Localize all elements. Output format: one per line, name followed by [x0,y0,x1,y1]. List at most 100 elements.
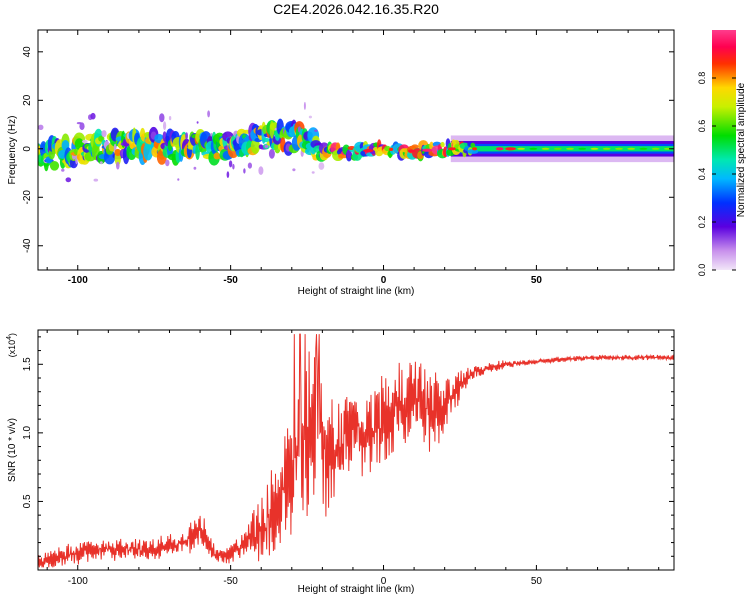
colorbar: 0.0 0.2 0.4 0.6 0.8 Normalized spectral ampl… [697,30,747,276]
spectrogram-hotspot [388,147,394,151]
spectrogram-halo [196,121,199,124]
spectrogram-streak [639,147,648,150]
spectrogram-halo [165,159,170,167]
snr-xlabel: Height of straight line (km) [298,584,415,595]
colorbar-gradient [712,30,736,270]
spectrogram-halo [318,162,325,170]
spectrogram-halo [79,122,85,130]
spectrogram-halo [207,110,211,118]
spectrogram-halo [193,166,197,170]
snr-content [38,333,674,568]
spectrogram-hotspot [363,149,374,153]
spectrogram-blob [250,138,260,154]
spectrogram-halo [243,168,246,174]
spectrogram-ytick-label: -40 [22,238,33,253]
spectrogram-halo [101,130,107,138]
spectrogram-halo [228,160,233,168]
spectrogram-halo [314,129,318,132]
spectrogram-halo [177,178,180,181]
spectrogram-halo [163,121,167,131]
colorbar-tick-label: 0.4 [697,168,707,181]
spectrogram-halo [116,161,120,170]
spectrogram-xtick-label: -100 [68,275,88,286]
snr-exponent-base: (x10 [7,340,17,358]
spectrogram-hotspot [408,149,416,153]
spectrogram-streak [578,147,587,150]
colorbar-tick-label: 0.0 [697,264,707,277]
spectrogram-halo [38,124,44,130]
spectrogram-hotspot [505,147,516,151]
spectrogram-halo [308,115,312,119]
spectrogram-xlabel: Height of straight line (km) [298,286,415,297]
spectrogram-halo [90,112,96,120]
figure-title: C2E4.2026.042.16.35.R20 [273,1,439,17]
spectrogram-panel: -100 -50 0 50 -40 -20 0 20 40 Height of straight… [7,29,675,297]
spectrogram-blob [49,161,60,171]
spectrogram-blob [262,138,271,143]
spectrogram-halo [268,148,275,159]
snr-xtick-label: 0 [381,576,387,587]
spectrogram-halo [303,101,306,110]
snr-exponent-close: ) [7,333,17,336]
spectrogram-ytick-label: 0 [22,146,33,152]
spectrogram-halo [93,178,99,182]
spectrogram-hotspot [472,147,477,151]
spectrogram-halo [65,177,72,183]
spectrogram-hotspot [495,147,504,151]
colorbar-tick-label: 0.8 [697,72,707,85]
spectrogram-blob [114,148,122,157]
spectrogram-streak [602,147,611,150]
spectrogram-halo [258,166,264,175]
svg-text:(x104): (x104) [6,333,17,357]
spectrogram-blob [346,149,352,159]
spectrogram-halo [210,132,213,137]
snr-ytick-label: 0.5 [22,494,33,508]
spectrogram-streak [553,147,562,150]
snr-series-line [38,333,674,568]
spectrogram-halo [185,132,189,140]
spectrogram-halo [292,168,296,172]
snr-frame [37,329,675,571]
spectrogram-xtick-label: -50 [223,275,238,286]
spectrogram-blob [470,142,476,148]
spectrogram-frame [37,29,675,271]
spectrogram-hotspot [448,147,456,151]
spectrogram-streak [529,147,538,150]
spectrogram-xtick-label: 0 [381,275,387,286]
spectrogram-streak [517,147,526,150]
spectrogram-halo [159,113,165,123]
snr-xtick-label: -50 [223,576,238,587]
snr-ylabel: SNR (10 * v/v) [7,418,18,482]
spectrogram-ylabel: Frequency (Hz) [7,116,18,185]
snr-xtick-label: -100 [68,576,88,587]
spectrogram-streak [651,147,660,150]
spectrogram-hotspot [422,148,433,152]
spectrogram-halo [99,161,103,165]
spectrogram-streak [566,147,574,150]
snr-plot-area [38,330,674,570]
colorbar-label: Normalized spectral amplitude [736,82,747,217]
snr-xtick-label: 50 [531,576,543,587]
spectrogram-ytick-label: 20 [22,94,33,106]
spectrogram-halo [311,171,315,174]
spectrogram-halo [247,162,252,169]
snr-panel: -100 -50 0 50 0.5 1.0 1.5 Height of straight l… [6,329,675,595]
spectrogram-halo [226,171,230,179]
snr-axes: -100 -50 0 50 0.5 1.0 1.5 [22,330,674,587]
snr-ytick-label: 1.5 [22,357,33,371]
colorbar-tick-label: 0.6 [697,120,707,133]
snr-exponent: (x104) [6,333,17,357]
spectrogram-ytick-label: 40 [22,46,33,58]
spectrogram-halo [82,139,88,144]
colorbar-ticks: 0.0 0.2 0.4 0.6 0.8 [697,72,736,277]
spectrogram-streak [541,147,550,150]
spectrogram-halo [232,163,235,170]
spectrogram-ytick-label: -20 [22,190,33,205]
spectrogram-axes: -100 -50 0 50 -40 -20 0 20 40 [22,30,674,286]
spectrogram-streak [590,147,599,150]
snr-exponent-power: 4 [6,336,13,340]
spectrogram-streak [627,147,636,150]
spectrogram-blob [440,141,445,148]
snr-ytick-label: 1.0 [22,425,33,439]
